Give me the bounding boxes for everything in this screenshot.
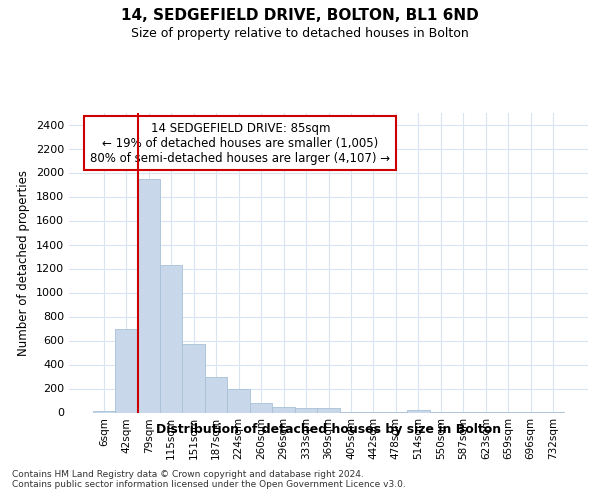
Bar <box>160 265 182 412</box>
Bar <box>137 178 160 412</box>
Bar <box>115 328 137 412</box>
Text: Contains HM Land Registry data © Crown copyright and database right 2024.
Contai: Contains HM Land Registry data © Crown c… <box>12 470 406 490</box>
Text: 14, SEDGEFIELD DRIVE, BOLTON, BL1 6ND: 14, SEDGEFIELD DRIVE, BOLTON, BL1 6ND <box>121 8 479 22</box>
Bar <box>407 410 430 412</box>
Bar <box>317 408 340 412</box>
Text: 14 SEDGEFIELD DRIVE: 85sqm
← 19% of detached houses are smaller (1,005)
80% of s: 14 SEDGEFIELD DRIVE: 85sqm ← 19% of deta… <box>90 122 391 164</box>
Bar <box>227 389 250 412</box>
Bar <box>205 376 227 412</box>
Text: Size of property relative to detached houses in Bolton: Size of property relative to detached ho… <box>131 28 469 40</box>
Bar <box>272 407 295 412</box>
Text: Distribution of detached houses by size in Bolton: Distribution of detached houses by size … <box>156 422 502 436</box>
Bar <box>182 344 205 412</box>
Y-axis label: Number of detached properties: Number of detached properties <box>17 170 31 356</box>
Bar <box>295 408 317 412</box>
Bar <box>250 403 272 412</box>
